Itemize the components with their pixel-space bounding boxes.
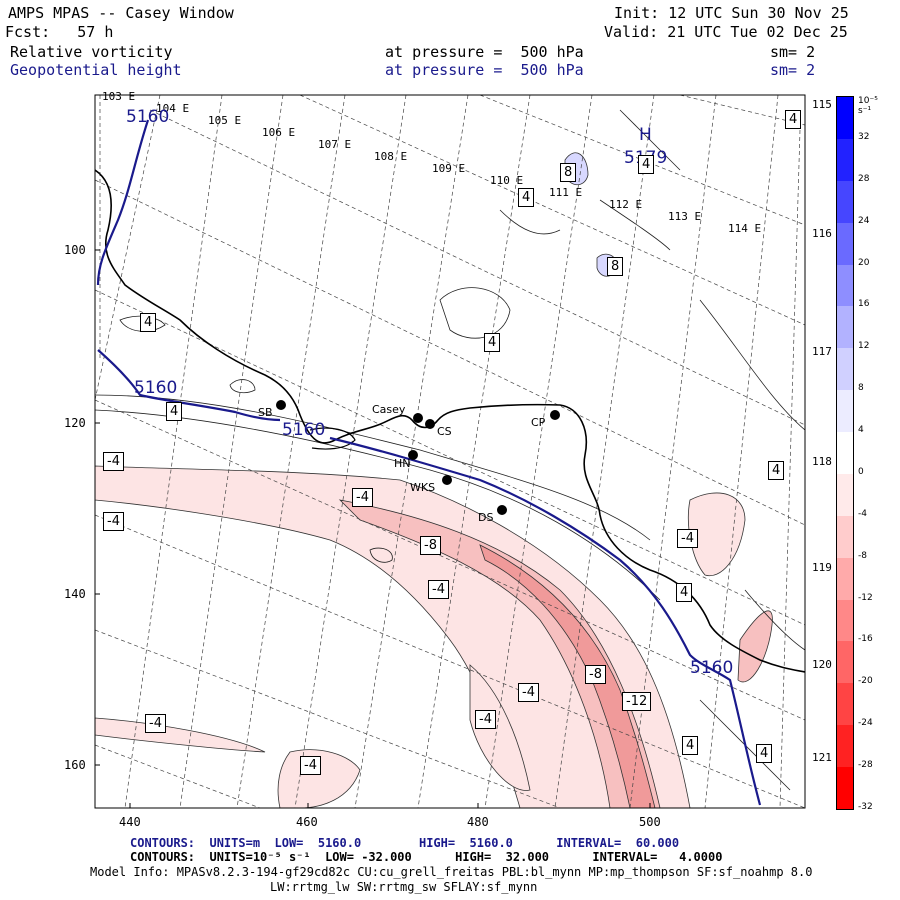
- field2-smoothing: sm= 2: [770, 61, 816, 79]
- station-markers: [276, 400, 560, 515]
- colorbar-tick-label: 0: [858, 466, 864, 477]
- colorbar-tick-label: 16: [858, 299, 870, 310]
- colorbar-tick-label: 32: [858, 131, 870, 142]
- colorbar-swatches: [836, 96, 854, 810]
- station-casey: Casey: [372, 403, 406, 416]
- colorbar-swatch: [837, 222, 853, 265]
- colorbar-tick-label: 24: [858, 215, 870, 226]
- colorbar-swatch: [837, 557, 853, 600]
- colorbar-swatch: [837, 138, 853, 181]
- colorbar-swatch: [837, 97, 853, 139]
- colorbar-tick-label: 20: [858, 257, 870, 268]
- colorbar-swatch: [837, 264, 853, 307]
- colorbar-tick-label: -20: [858, 676, 873, 687]
- vorticity-contours: [95, 109, 805, 791]
- field1-name: Relative vorticity: [10, 43, 173, 61]
- colorbar-swatch: [837, 180, 853, 223]
- model-info-2: LW:rrtmg_lw SW:rrtmg_sw SFLAY:sf_mynn: [270, 880, 538, 894]
- contours-height-info: CONTOURS: UNITS=m LOW= 5160.0 HIGH= 5160…: [130, 836, 680, 850]
- colorbar-swatch: [837, 348, 853, 391]
- colorbar-tick-label: 12: [858, 341, 870, 352]
- forecast-hour: Fcst: 57 h: [5, 23, 114, 41]
- station-wks: WKS: [410, 481, 436, 494]
- station-hn: HN: [394, 457, 411, 470]
- colorbar-swatch: [837, 599, 853, 642]
- colorbar-swatch: [837, 515, 853, 558]
- valid-time: Valid: 21 UTC Tue 02 Dec 25: [604, 23, 848, 41]
- station-cs: CS: [437, 425, 452, 438]
- colorbar-tick-label: -28: [858, 760, 873, 771]
- model-info: Model Info: MPASv8.2.3-194-gf29cd82c CU:…: [90, 865, 813, 879]
- coast-inlet: [309, 427, 356, 450]
- field1-level: at pressure = 500 hPa: [385, 43, 584, 61]
- lon-labels-top: 103 E 104 E 105 E 106 E 107 E 108 E 109 …: [102, 90, 762, 235]
- colorbar-swatch: [837, 683, 853, 726]
- colorbar-swatch: [837, 432, 853, 474]
- colorbar-tick-label: -8: [858, 550, 867, 561]
- colorbar-tick-label: -4: [858, 508, 867, 519]
- station-cp: CP: [531, 416, 546, 429]
- station-ds: DS: [478, 511, 494, 524]
- field2-name: Geopotential height: [10, 61, 182, 79]
- colorbar-tick-label: 8: [858, 383, 864, 394]
- colorbar-tick-label: 4: [858, 425, 864, 436]
- colorbar-swatch: [837, 306, 853, 349]
- high-marker: H: [639, 125, 652, 145]
- station-sb: SB: [258, 406, 273, 419]
- vorticity-negative-fill: [95, 465, 773, 808]
- colorbar-swatch: [837, 473, 853, 516]
- colorbar-unit: 10⁻⁵ s⁻¹: [858, 96, 878, 116]
- colorbar-tick-label: -16: [858, 634, 873, 645]
- model-title: AMPS MPAS -- Casey Window: [8, 4, 234, 22]
- colorbar-swatch: [837, 767, 853, 809]
- init-time: Init: 12 UTC Sun 30 Nov 25: [614, 4, 849, 22]
- plot-frame: [94, 94, 806, 809]
- colorbar-tick-label: 28: [858, 173, 870, 184]
- colorbar-tick-label: -12: [858, 592, 873, 603]
- colorbar-swatch: [837, 641, 853, 684]
- field2-level: at pressure = 500 hPa: [385, 61, 584, 79]
- field1-smoothing: sm= 2: [770, 43, 816, 61]
- colorbar-tick-label: -24: [858, 718, 873, 729]
- contours-vorticity-info: CONTOURS: UNITS=10⁻⁵ s⁻¹ LOW= -32.000 HI…: [130, 850, 723, 864]
- colorbar-swatch: [837, 390, 853, 432]
- colorbar-tick-label: -32: [858, 802, 873, 812]
- colorbar-swatch: [837, 725, 853, 767]
